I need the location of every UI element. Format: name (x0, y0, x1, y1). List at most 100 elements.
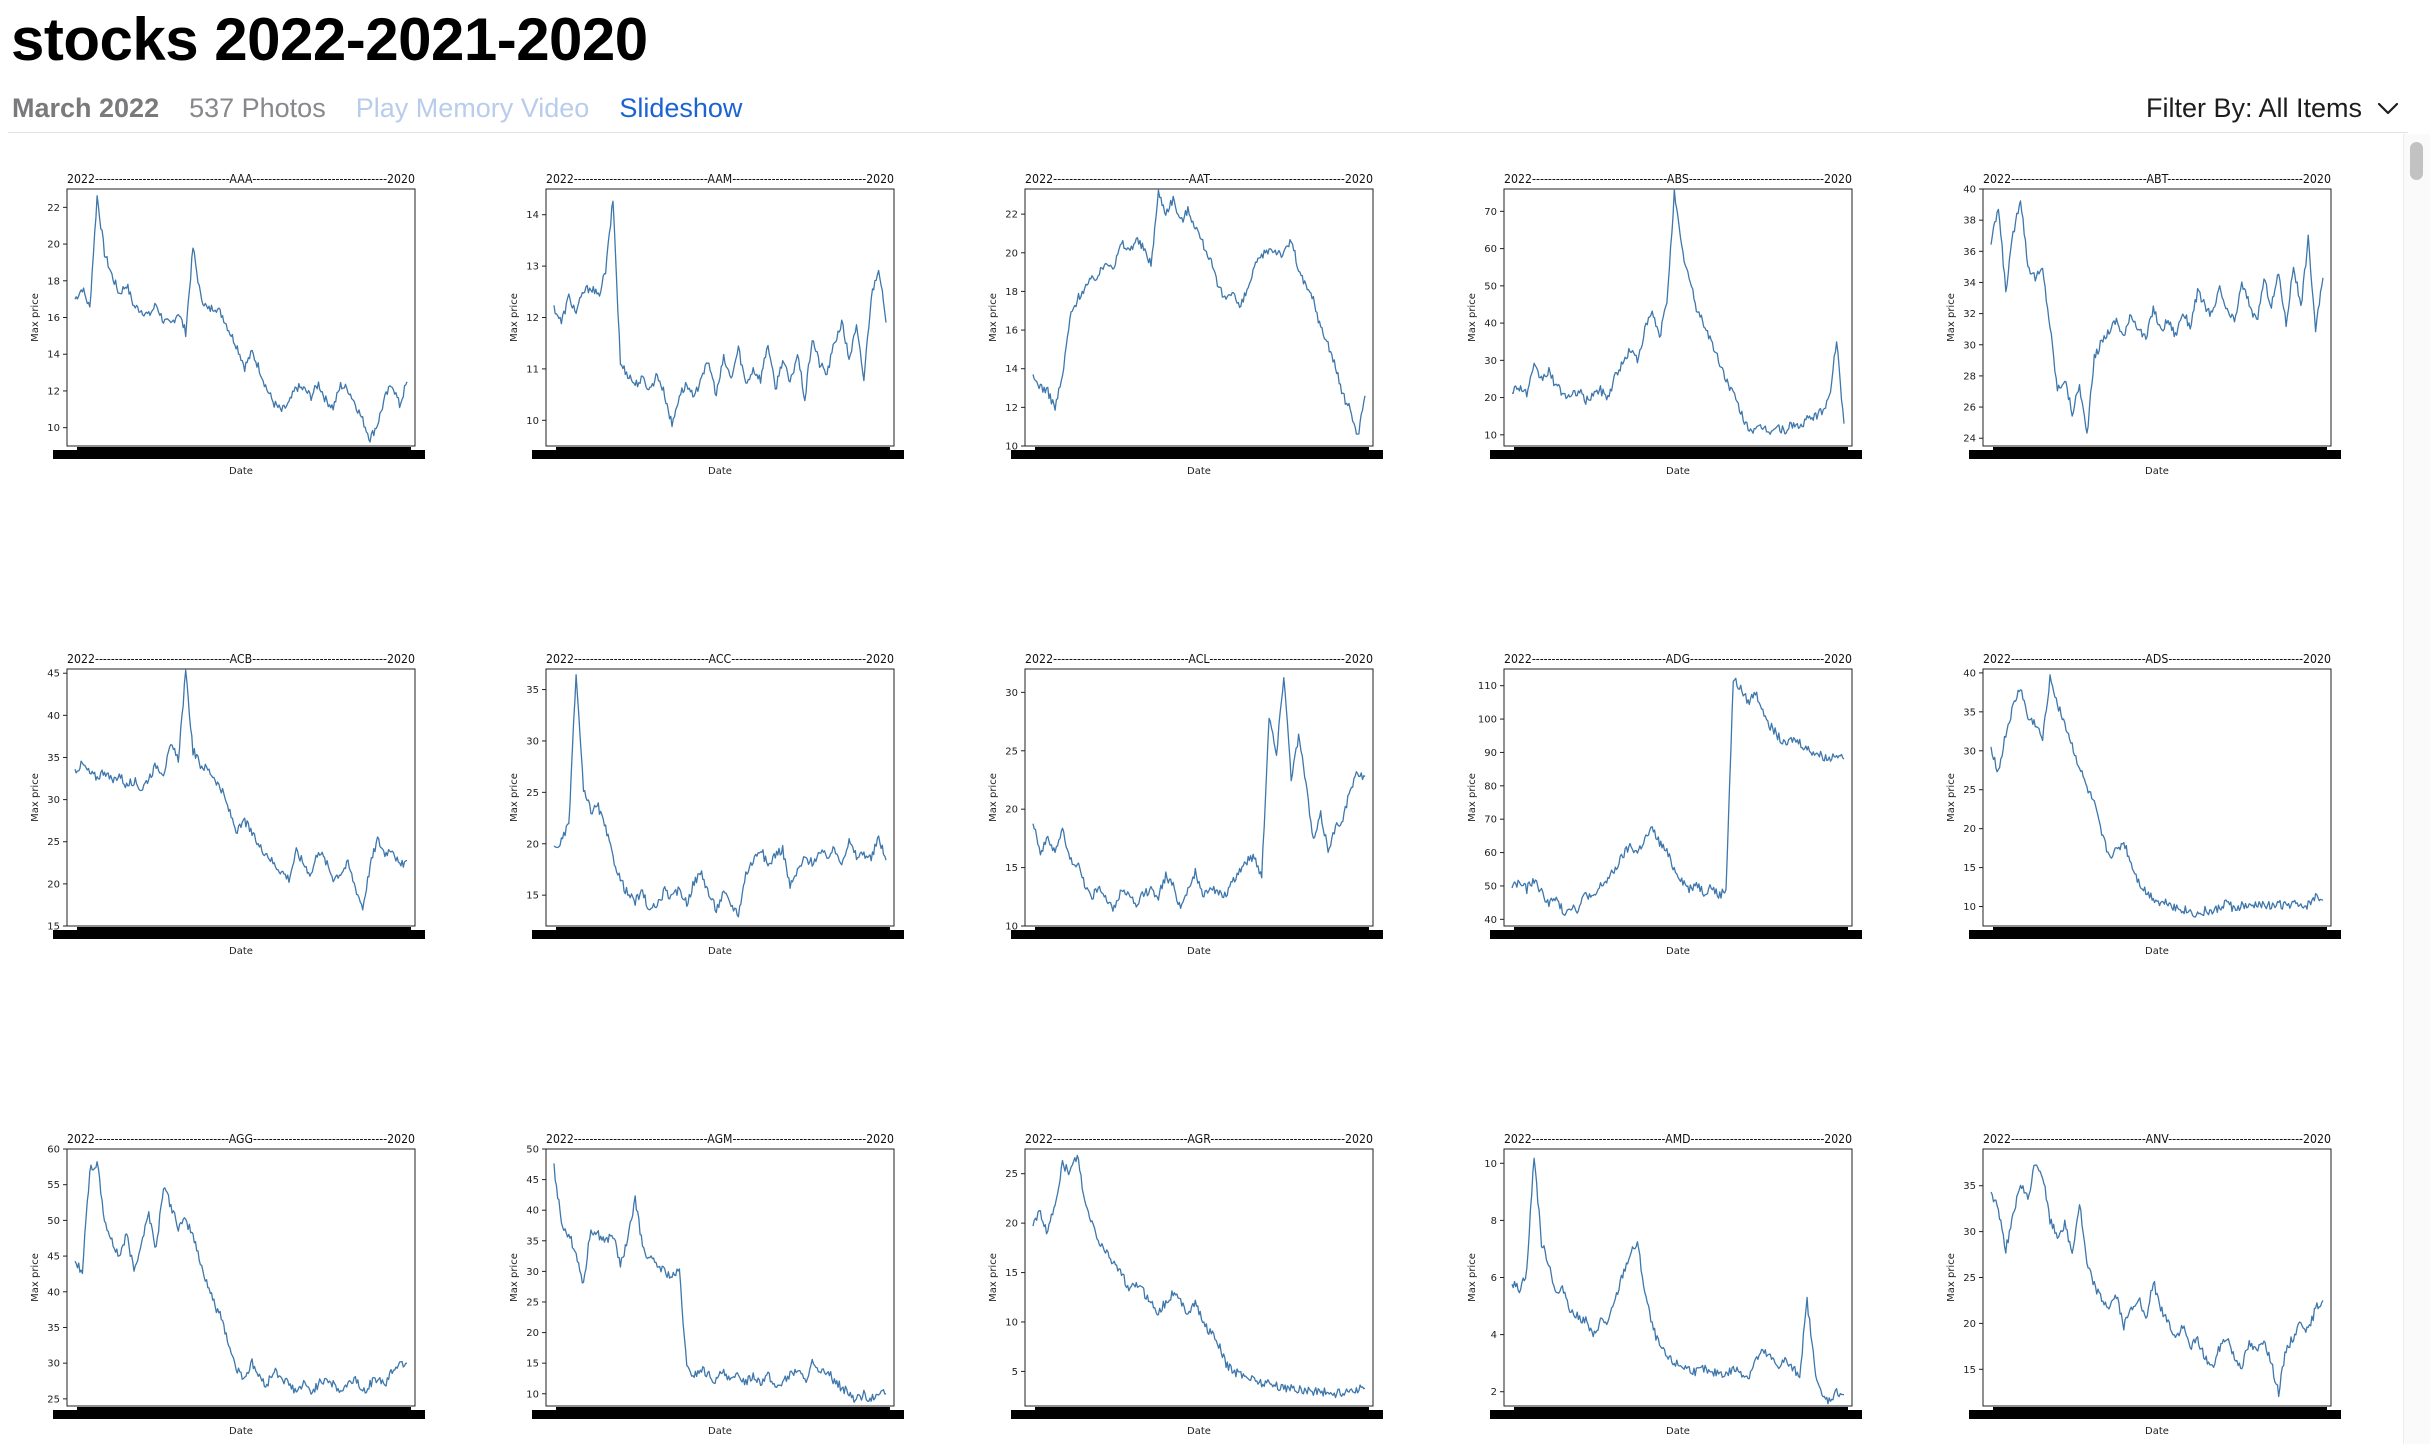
photo-thumbnail[interactable]: 2022----------------------------------AD… (1447, 640, 1887, 960)
y-tick-label: 30 (47, 795, 60, 806)
price-series-line (1032, 189, 1366, 435)
x-axis-label: Date (1666, 946, 1690, 957)
price-series-line (1032, 677, 1366, 912)
y-tick-label: 4 (1491, 1330, 1497, 1341)
y-tick-label: 35 (1963, 1181, 1976, 1192)
stock-chart-anv: 2022----------------------------------AN… (1946, 1132, 2341, 1437)
y-tick-label: 12 (47, 386, 60, 397)
stock-chart-aaa: 2022----------------------------------AA… (30, 172, 425, 477)
slideshow-button[interactable]: Slideshow (619, 92, 743, 123)
y-axis-label: Max price (509, 1253, 520, 1302)
chart-title: 2022----------------------------------AN… (1983, 1132, 2331, 1146)
x-tick-marks (1514, 447, 1848, 451)
plot-frame (1503, 668, 1853, 927)
x-tick-marks (1993, 1407, 2327, 1411)
chart-title: 2022----------------------------------AD… (1983, 652, 2331, 666)
stock-chart-aam: 2022----------------------------------AA… (509, 172, 904, 477)
y-tick-label: 20 (526, 1328, 539, 1339)
x-tick-marks (77, 447, 411, 451)
y-tick-label: 30 (1963, 1227, 1976, 1238)
photo-thumbnail[interactable]: 2022----------------------------------AA… (10, 160, 450, 480)
y-tick-label: 10 (47, 423, 60, 434)
y-tick-label: 20 (1005, 248, 1018, 259)
y-tick-label: 16 (47, 313, 60, 324)
stock-chart-amd: 2022----------------------------------AM… (1467, 1132, 1862, 1437)
y-tick-label: 30 (526, 1267, 539, 1278)
y-tick-label: 36 (1963, 247, 1976, 258)
x-tick-marks (556, 1407, 890, 1411)
y-axis-label: Max price (509, 293, 520, 342)
y-tick-label: 30 (526, 736, 539, 747)
photo-thumbnail[interactable]: 2022----------------------------------AN… (1926, 1120, 2366, 1440)
photo-thumbnail[interactable]: 2022----------------------------------AB… (1926, 160, 2366, 480)
plot-frame (545, 668, 895, 927)
y-axis-label: Max price (988, 773, 999, 822)
stock-chart-aat: 2022----------------------------------AA… (988, 172, 1383, 477)
x-axis-label: Date (1187, 466, 1211, 477)
x-tick-labels (1490, 930, 1862, 939)
stock-chart-abt: 2022----------------------------------AB… (1946, 172, 2341, 477)
chart-title: 2022----------------------------------AG… (1025, 1132, 1373, 1146)
play-memory-video-button[interactable]: Play Memory Video (355, 92, 590, 123)
y-axis-label: Max price (30, 773, 41, 822)
photo-thumbnail[interactable]: 2022----------------------------------AG… (968, 1120, 1408, 1440)
y-tick-label: 50 (1484, 281, 1497, 292)
photo-thumbnail[interactable]: 2022----------------------------------AC… (489, 640, 929, 960)
x-tick-labels (1969, 1410, 2341, 1419)
y-tick-label: 25 (1005, 1169, 1018, 1180)
photo-thumbnail[interactable]: 2022----------------------------------AM… (1447, 1120, 1887, 1440)
chart-title: 2022----------------------------------AA… (546, 172, 894, 186)
y-tick-label: 40 (47, 711, 60, 722)
x-tick-labels (1490, 450, 1862, 459)
chart-title: 2022----------------------------------AA… (1025, 172, 1373, 186)
y-tick-label: 5 (1012, 1367, 1018, 1378)
photo-thumbnail[interactable]: 2022----------------------------------AA… (968, 160, 1408, 480)
y-axis-label: Max price (1946, 293, 1957, 342)
x-axis-label: Date (229, 1426, 253, 1437)
filter-dropdown[interactable]: Filter By: All Items (2146, 88, 2400, 128)
x-axis-label: Date (708, 946, 732, 957)
y-tick-label: 15 (526, 1359, 539, 1370)
stock-chart-ads: 2022----------------------------------AD… (1946, 652, 2341, 957)
plot-frame (1503, 188, 1853, 447)
y-tick-label: 20 (1005, 805, 1018, 816)
vertical-scrollbar[interactable] (2403, 134, 2430, 1444)
y-tick-label: 24 (1963, 434, 1976, 445)
stock-chart-adg: 2022----------------------------------AD… (1467, 652, 1862, 957)
y-tick-label: 15 (1963, 1365, 1976, 1376)
photo-thumbnail[interactable]: 2022----------------------------------AB… (1447, 160, 1887, 480)
y-axis-label: Max price (1946, 1253, 1957, 1302)
y-tick-label: 35 (1963, 707, 1976, 718)
y-tick-label: 25 (47, 1394, 60, 1405)
x-axis-label: Date (2145, 466, 2169, 477)
y-tick-label: 25 (47, 837, 60, 848)
photo-thumbnail[interactable]: 2022----------------------------------AC… (968, 640, 1408, 960)
price-series-line (1511, 188, 1845, 435)
y-tick-label: 8 (1491, 1216, 1497, 1227)
stock-chart-acc: 2022----------------------------------AC… (509, 652, 904, 957)
x-tick-marks (1035, 1407, 1369, 1411)
filter-label: Filter By: All Items (2145, 92, 2362, 123)
y-tick-label: 60 (1484, 244, 1497, 255)
photo-thumbnail[interactable]: 2022----------------------------------AG… (10, 1120, 450, 1440)
y-tick-label: 70 (1484, 207, 1497, 218)
y-axis-label: Max price (30, 293, 41, 342)
y-tick-label: 12 (1005, 403, 1018, 414)
scrollbar-thumb[interactable] (2410, 142, 2423, 180)
y-axis-label: Max price (30, 1253, 41, 1302)
photo-thumbnail[interactable]: 2022----------------------------------AC… (10, 640, 450, 960)
y-tick-label: 26 (1963, 403, 1976, 414)
y-tick-label: 20 (1963, 1319, 1976, 1330)
y-tick-label: 38 (1963, 216, 1976, 227)
y-tick-label: 50 (47, 1216, 60, 1227)
chevron-down-icon (2377, 102, 2399, 115)
y-tick-label: 14 (47, 350, 60, 361)
plot-frame (1982, 1148, 2332, 1407)
chart-title: 2022----------------------------------AC… (67, 652, 415, 666)
photo-thumbnail[interactable]: 2022----------------------------------AG… (489, 1120, 929, 1440)
y-tick-label: 45 (526, 1175, 539, 1186)
y-tick-label: 10 (1963, 902, 1976, 913)
photo-thumbnail[interactable]: 2022----------------------------------AD… (1926, 640, 2366, 960)
photo-thumbnail[interactable]: 2022----------------------------------AA… (489, 160, 929, 480)
